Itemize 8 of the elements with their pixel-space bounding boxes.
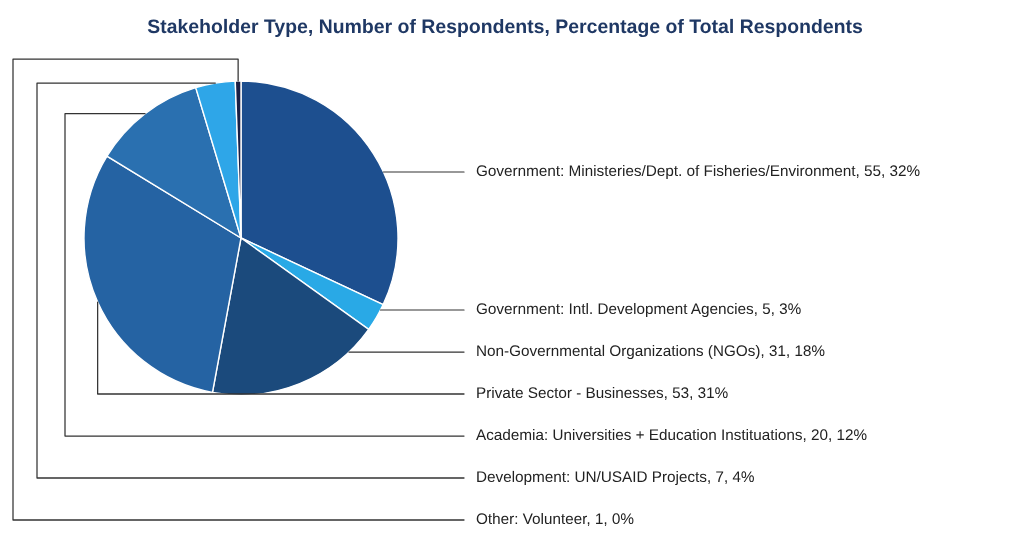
chart-title: Stakeholder Type, Number of Respondents, Percentage of Total Respondents	[147, 18, 863, 38]
slice-label: Other: Volunteer, 1, 0%	[476, 512, 634, 526]
slice-label: Development: UN/USAID Projects, 7, 4%	[477, 470, 754, 486]
slice-label: Government: Intl. Development Agencies, 5, 3%	[476, 302, 801, 318]
slice-label: Government: Ministeries/Dept. of Fisheries/Environment, 55, 32%	[476, 164, 920, 180]
slice-label: Private Sector - Businesses, 53, 31%	[477, 386, 728, 400]
slice-label: Non-Governmental Organizations (NGOs), 31, 18%	[477, 344, 825, 360]
slice-label: Academia: Universities + Education Instituations, 20, 12%	[476, 428, 867, 442]
